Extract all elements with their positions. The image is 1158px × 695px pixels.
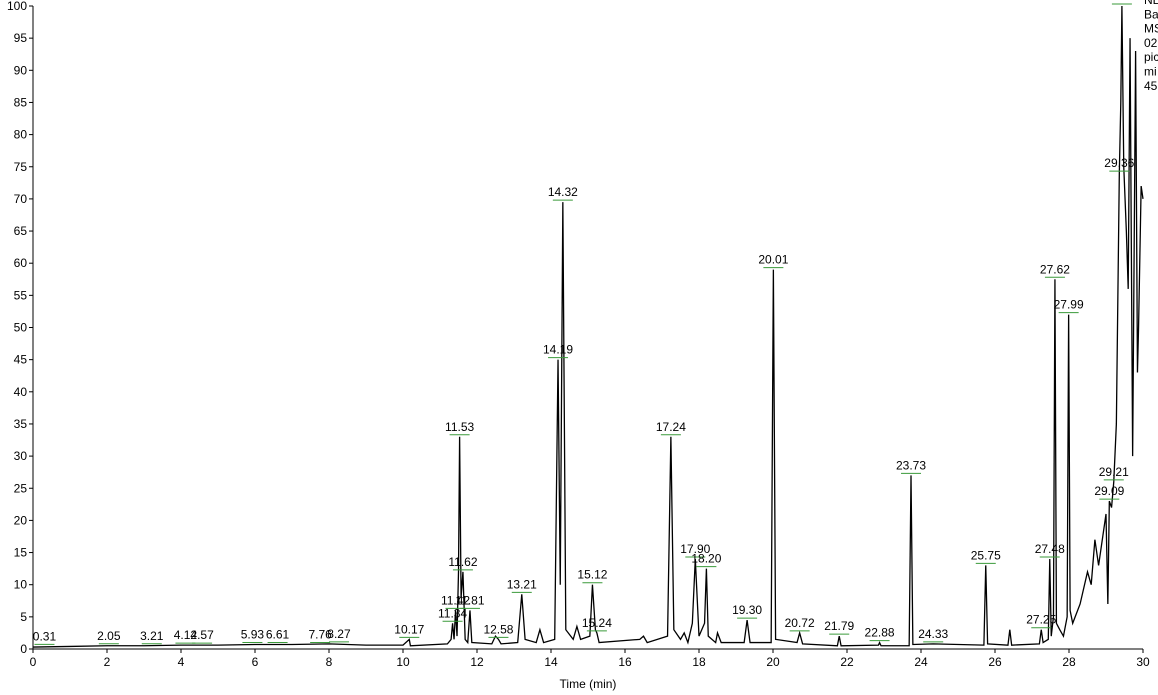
x-tick-label: 4 (178, 655, 185, 669)
y-tick-label: 35 (14, 417, 28, 431)
side-text: pic (1144, 50, 1158, 64)
x-axis-label: Time (min) (560, 677, 617, 691)
y-tick-label: 55 (14, 288, 28, 302)
x-tick-label: 6 (252, 655, 259, 669)
side-text: mi (1144, 65, 1157, 79)
peak-label: 19.30 (732, 603, 762, 617)
peak-label: 3.21 (140, 629, 164, 643)
x-tick-label: 12 (470, 655, 484, 669)
y-tick-label: 65 (14, 224, 28, 238)
peak-label: 24.33 (918, 627, 948, 641)
peak-label: 2.05 (97, 629, 121, 643)
peak-label: 11.34 (438, 606, 467, 620)
peak-label: 14.19 (543, 343, 573, 357)
peak-label: 8.27 (327, 627, 351, 641)
x-tick-label: 24 (914, 655, 928, 669)
y-tick-label: 20 (14, 513, 28, 527)
peak-label: 15.24 (582, 616, 612, 630)
peak-label: 11.53 (445, 420, 474, 434)
peak-label: 5.93 (241, 627, 265, 641)
peak-label: 21.79 (824, 619, 854, 633)
y-tick-label: 30 (14, 449, 28, 463)
y-tick-label: 25 (14, 481, 28, 495)
trace (32, 5, 1144, 648)
peak-label: 11.42 (441, 593, 470, 607)
peak-label: 20.72 (785, 616, 815, 630)
y-tick-label: 50 (14, 321, 28, 335)
peak-label: 15.12 (577, 568, 607, 582)
y-tick-label: 5 (20, 610, 27, 624)
y-tick-label: 0 (20, 642, 27, 656)
side-text: Ba (1144, 7, 1158, 21)
peak-label: 23.73 (896, 458, 926, 472)
x-tick-label: 28 (1062, 655, 1076, 669)
y-tick-label: 40 (14, 385, 28, 399)
peak-label: 29.36 (1104, 156, 1134, 170)
peak-label: 0.31 (33, 629, 57, 643)
side-text: NL (1144, 0, 1158, 7)
y-tick-label: 45 (14, 353, 28, 367)
peak-label: 13.21 (507, 577, 537, 591)
peak-label: 6.61 (266, 627, 290, 641)
peak-label: 27.48 (1035, 542, 1065, 556)
peak-label: 12.58 (483, 622, 513, 636)
peak-label: 7.76 (308, 627, 332, 641)
side-text: MS (1144, 22, 1158, 36)
peak-label: 4.12 (174, 628, 198, 642)
peak-label: 29.43 (1107, 0, 1137, 3)
x-tick-label: 30 (1136, 655, 1150, 669)
x-tick-label: 18 (692, 655, 706, 669)
peak-label: 18.20 (691, 552, 721, 566)
side-text: 02 (1144, 36, 1158, 50)
y-tick-label: 10 (14, 578, 28, 592)
y-tick-label: 85 (14, 95, 28, 109)
y-tick-label: 15 (14, 546, 28, 560)
x-tick-label: 22 (840, 655, 854, 669)
peak-label: 14.32 (548, 185, 578, 199)
peak-label: 10.17 (394, 622, 424, 636)
x-tick-label: 16 (618, 655, 632, 669)
peak-label: 11.81 (455, 593, 484, 607)
peak-label: 17.24 (656, 420, 686, 434)
y-tick-label: 60 (14, 256, 28, 270)
y-tick-label: 95 (14, 31, 28, 45)
peak-label: 29.09 (1094, 484, 1124, 498)
side-text: 45 (1144, 79, 1158, 93)
peak-label: 4.57 (190, 628, 214, 642)
x-tick-label: 10 (396, 655, 410, 669)
x-tick-label: 26 (988, 655, 1002, 669)
peak-label: 11.62 (448, 555, 477, 569)
y-tick-label: 75 (14, 160, 28, 174)
y-tick-label: 70 (14, 192, 28, 206)
y-tick-label: 90 (14, 63, 28, 77)
x-tick-label: 2 (104, 655, 111, 669)
peak-label: 29.21 (1099, 465, 1129, 479)
peak-label: 25.75 (971, 548, 1001, 562)
x-tick-label: 0 (30, 655, 37, 669)
peak-label: 27.99 (1054, 298, 1084, 312)
y-tick-label: 100 (7, 0, 27, 13)
peak-label: 27.25 (1026, 613, 1056, 627)
x-tick-label: 8 (326, 655, 333, 669)
peak-label: 27.62 (1040, 262, 1070, 276)
x-tick-label: 14 (544, 655, 558, 669)
peak-label: 20.01 (758, 253, 788, 267)
x-tick-label: 20 (766, 655, 780, 669)
peak-label: 22.88 (865, 626, 895, 640)
peak-label: 17.90 (680, 542, 710, 556)
y-tick-label: 80 (14, 128, 28, 142)
